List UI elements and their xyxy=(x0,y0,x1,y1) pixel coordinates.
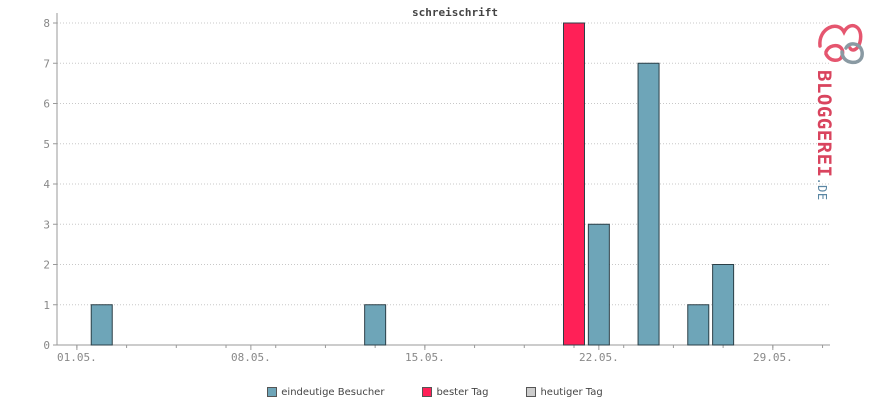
y-tick-label: 6 xyxy=(43,98,50,111)
legend-swatch-today xyxy=(526,387,537,397)
legend-label-today: heutiger Tag xyxy=(540,386,603,398)
bloggerei-logo-icon xyxy=(818,23,864,65)
y-tick-label: 5 xyxy=(43,138,50,151)
legend-label-best-day: bester Tag xyxy=(436,386,489,398)
logo-wordmark: BLOGGEREI.DE xyxy=(813,70,835,201)
bar-eindeutige-besucher xyxy=(687,304,710,346)
y-tick-label: 0 xyxy=(43,339,50,352)
y-tick-label: 8 xyxy=(43,17,50,30)
chart-title: schreischrift xyxy=(412,6,498,19)
x-tick-label: 01.05. xyxy=(57,351,97,364)
legend: eindeutige Besucher bester Tag heutiger … xyxy=(0,384,870,400)
x-tick-label: 29.05. xyxy=(753,351,793,364)
y-tick-label: 3 xyxy=(43,218,50,231)
bars xyxy=(90,22,735,346)
x-tick-labels: 01.05. 08.05. 15.05. 22.05. 29.05. xyxy=(57,351,793,364)
legend-label-visitors: eindeutige Besucher xyxy=(281,386,385,398)
bar-eindeutige-besucher xyxy=(587,223,610,346)
bar-eindeutige-besucher xyxy=(712,264,735,346)
bar-eindeutige-besucher xyxy=(364,304,387,346)
legend-swatch-best-day xyxy=(422,387,433,397)
x-tick-label: 08.05. xyxy=(231,351,271,364)
legend-swatch-visitors xyxy=(267,387,278,397)
bar-bester-tag xyxy=(562,22,585,346)
legend-item-visitors: eindeutige Besucher xyxy=(267,384,384,400)
y-tick-label: 4 xyxy=(43,178,50,191)
x-tick-label: 22.05. xyxy=(579,351,619,364)
legend-item-best-day: bester Tag xyxy=(422,384,488,400)
x-tick-label: 15.05. xyxy=(405,351,445,364)
y-tick-label: 7 xyxy=(43,57,50,70)
legend-item-today: heutiger Tag xyxy=(526,384,603,400)
y-tick-labels: 0 1 2 3 4 5 6 7 8 xyxy=(43,17,50,352)
bar-eindeutige-besucher xyxy=(637,62,660,346)
gridlines xyxy=(57,22,830,306)
y-tick-label: 2 xyxy=(43,259,50,272)
bar-eindeutige-besucher xyxy=(90,304,113,346)
bloggerei-logo: BLOGGEREI.DE xyxy=(813,23,864,201)
y-tick-label: 1 xyxy=(43,299,50,312)
